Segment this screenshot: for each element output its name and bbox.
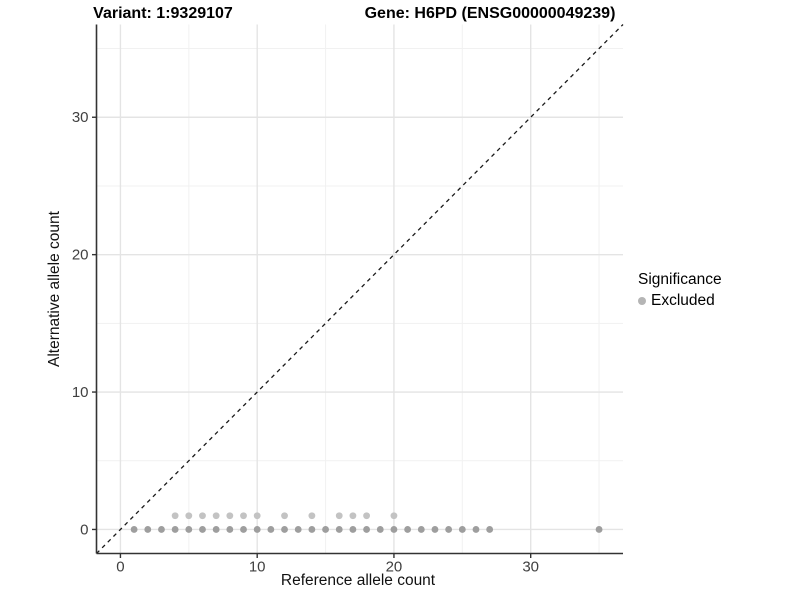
data-point [281,512,288,520]
data-point [199,512,206,520]
data-point [335,512,343,520]
data-point [158,526,165,533]
data-point [253,526,261,533]
data-point [226,512,234,520]
data-point [212,526,220,533]
data-point [171,526,179,533]
x-tick-label: 0 [116,559,124,576]
data-point [349,526,357,533]
data-point [294,526,302,533]
data-point [253,512,261,520]
legend-title: Significance [638,271,722,288]
x-tick-label: 30 [522,559,539,576]
data-point [363,526,370,533]
data-point [445,526,453,533]
data-point [349,512,357,520]
data-point [363,512,370,520]
plot-title-gene: Gene: H6PD (ENSG00000049239) [364,5,616,22]
data-point [486,526,494,533]
data-point [144,526,152,533]
x-axis-title: Reference allele count [280,572,436,589]
y-tick-label: 10 [72,384,89,401]
data-point [226,526,234,533]
data-point [171,512,179,520]
legend-item-excluded: Excluded [638,292,722,310]
y-tick-label: 20 [72,247,89,264]
legend-item-label: Excluded [651,292,715,309]
data-point [240,526,247,533]
data-point [199,526,206,533]
data-point [472,526,480,533]
identity-line [96,24,624,554]
data-point [185,526,193,533]
data-point [595,526,603,533]
data-point [458,526,466,533]
data-point [267,526,275,533]
y-axis-title: Alternative allele count [46,211,63,367]
legend: Significance Excluded [638,271,722,310]
data-point [240,512,247,520]
data-point [130,526,138,533]
legend-point-icon [638,297,646,305]
data-point [281,526,288,533]
data-point [404,526,412,533]
data-point [376,526,384,533]
plot-title-variant: Variant: 1:9329107 [93,5,233,22]
data-point [308,512,316,520]
data-point [431,526,439,533]
data-point [308,526,316,533]
data-point [417,526,425,533]
y-tick-label: 30 [72,109,89,126]
data-point [212,512,220,520]
y-tick-label: 0 [80,521,88,538]
data-point [322,526,329,533]
x-tick-label: 10 [249,559,266,576]
data-point [335,526,343,533]
data-point [390,526,398,533]
data-point [185,512,193,520]
x-tick-label: 20 [386,559,403,576]
data-point [390,512,398,520]
